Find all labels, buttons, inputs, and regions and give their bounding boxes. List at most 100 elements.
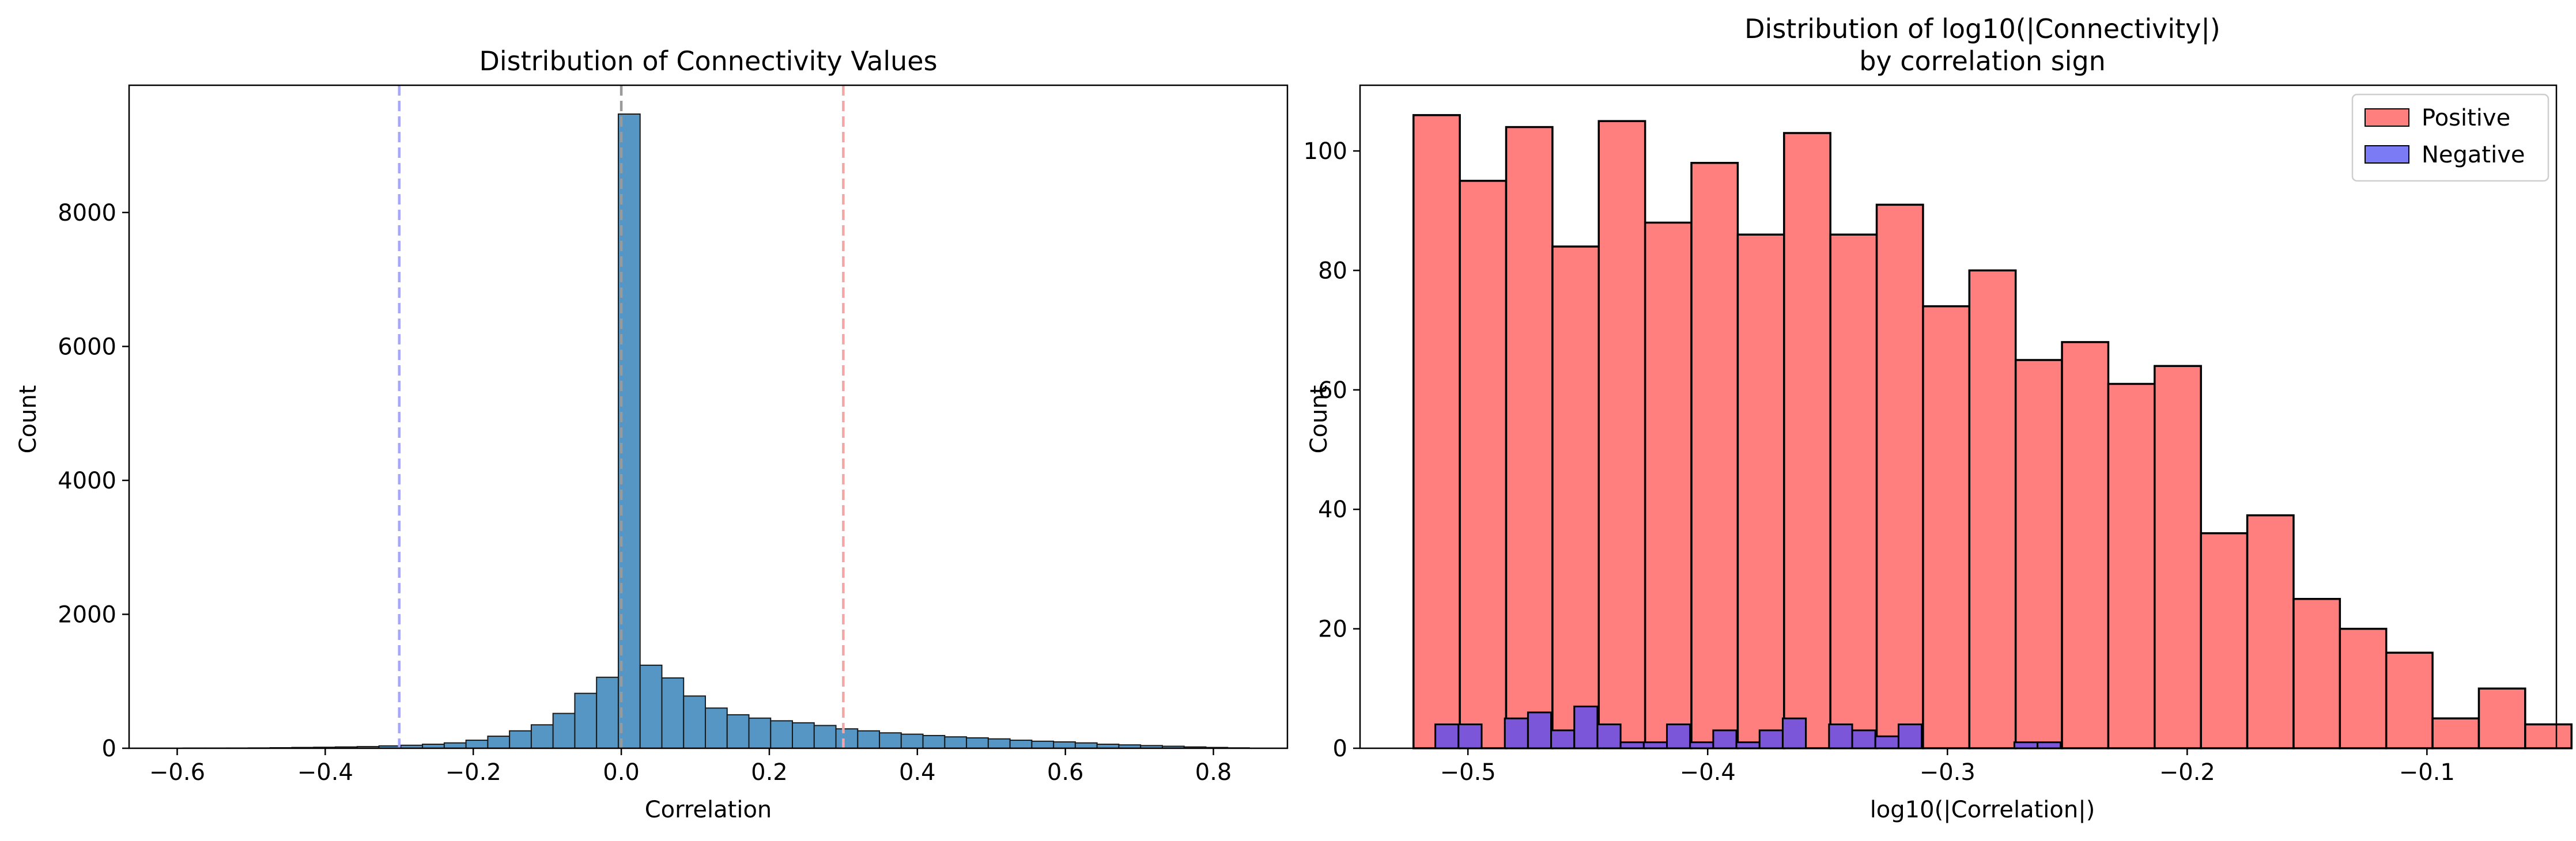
chart-left-ylabel: Count (15, 385, 41, 454)
x-tick-label: 0.0 (603, 759, 640, 786)
left-histogram-bar (987, 738, 1011, 749)
positive-bar (1505, 126, 1554, 749)
y-tick-label: 4000 (58, 468, 116, 494)
x-tick-label: −0.2 (445, 759, 501, 786)
left-histogram-bar (683, 695, 706, 749)
legend: Positive Negative (2351, 93, 2549, 182)
left-histogram-bar (835, 728, 859, 749)
x-tick-label: −0.4 (297, 759, 353, 786)
legend-swatch-positive (2365, 108, 2409, 127)
left-histogram-bar (1031, 740, 1055, 749)
y-tick-label: 20 (1318, 616, 1347, 643)
x-tick-label: 0.6 (1047, 759, 1084, 786)
x-tick-label: −0.3 (1920, 759, 1976, 786)
positive-bar (1690, 162, 1739, 749)
left-histogram-bar (704, 707, 728, 749)
chart-right-ylabel: Count (1306, 385, 1332, 454)
negative-bar (1504, 717, 1529, 749)
chart-right-frame (1359, 84, 2558, 749)
negative-bar (1897, 723, 1923, 749)
negative-bar (1619, 741, 1645, 749)
negative-bar (2013, 741, 2039, 749)
positive-bar (1829, 233, 1878, 749)
x-tick-label: 0.8 (1195, 759, 1232, 786)
y-tick-label: 80 (1318, 257, 1347, 284)
negative-bar (1712, 729, 1738, 749)
left-histogram-bar (879, 732, 902, 749)
positive-bar (1597, 120, 1646, 749)
positive-bar (1875, 203, 1924, 749)
x-tick-label: −0.1 (2399, 759, 2455, 786)
negative-bar (1457, 723, 1483, 749)
negative-bar (1851, 729, 1876, 749)
chart-left-y-axis: 0 2000 4000 6000 8000 (58, 200, 129, 762)
positive-bar (2339, 627, 2388, 749)
left-histogram-bar (509, 730, 532, 749)
negative-bar (1874, 735, 1899, 749)
positive-bar (1736, 233, 1785, 749)
positive-bar (1644, 221, 1693, 749)
left-histogram-bar (574, 692, 598, 749)
negative-bar (1828, 723, 1853, 749)
chart-left-frame (128, 84, 1289, 749)
left-histogram-bar (900, 733, 924, 749)
y-tick-label: 100 (1304, 138, 1347, 165)
chart-left-bars (182, 113, 1250, 749)
negative-bar (2037, 741, 2062, 749)
y-tick-label: 0 (1333, 736, 1347, 762)
left-histogram-bar (813, 725, 837, 749)
left-histogram-bar (944, 736, 968, 749)
left-histogram-bar (922, 734, 946, 749)
negative-bar (1550, 729, 1576, 749)
negative-bar (1527, 711, 1553, 749)
x-tick-label: −0.5 (1440, 759, 1496, 786)
chart-right-xlabel: log10(|Correlation|) (1870, 797, 2095, 823)
left-histogram-bar (443, 742, 467, 749)
x-tick-label: 0.2 (751, 759, 788, 786)
chart-right-x-axis: −0.5 −0.4 −0.3 −0.2 −0.1 (1440, 748, 2455, 786)
y-tick-label: 8000 (58, 200, 116, 226)
chart-right-negative-bars (1434, 705, 2062, 749)
left-histogram-bar (1009, 740, 1033, 749)
y-tick-label: 6000 (58, 334, 116, 360)
left-histogram-bar (596, 676, 619, 749)
negative-bar (1642, 741, 1668, 749)
negative-bar (1758, 729, 1784, 749)
negative-bar (1666, 723, 1691, 749)
left-histogram-bar (661, 677, 685, 749)
negative-bar (1689, 741, 1714, 749)
legend-label-negative: Negative (2422, 142, 2525, 168)
x-tick-label: −0.6 (149, 759, 205, 786)
left-histogram-bar (966, 737, 989, 749)
positive-bar (2246, 514, 2295, 749)
positive-bar (1459, 180, 1508, 749)
chart-left-reference-lines (398, 85, 845, 748)
left-histogram-bar (748, 717, 772, 749)
positive-bar (1551, 245, 1600, 749)
positive-bar (2524, 723, 2573, 749)
x-tick-label: −0.4 (1680, 759, 1736, 786)
negative-bar (1781, 717, 1807, 749)
positive-bar (2154, 365, 2202, 749)
negative-bar (1573, 705, 1599, 749)
chart-right-subtitle: by correlation sign (1859, 46, 2106, 77)
negative-bar (1735, 741, 1761, 749)
left-histogram-bar (726, 714, 750, 749)
left-histogram-bar (639, 664, 663, 749)
chart-right-y-axis: 0 20 40 60 80 100 (1304, 138, 1360, 762)
positive-bar (1922, 305, 1971, 749)
legend-label-positive: Positive (2422, 105, 2510, 131)
chart-right: Distribution of log10(|Connectivity|) by… (1304, 13, 2573, 823)
y-tick-label: 60 (1318, 377, 1347, 404)
positive-bar (2477, 687, 2526, 749)
y-tick-label: 40 (1318, 497, 1347, 523)
negative-bar (1434, 723, 1460, 749)
y-tick-label: 0 (102, 736, 116, 762)
chart-right-title: Distribution of log10(|Connectivity|) (1744, 13, 2220, 45)
x-tick-label: −0.2 (2159, 759, 2215, 786)
positive-bar (2061, 341, 2110, 749)
positive-bar (2107, 382, 2156, 749)
chart-right-positive-bars (1412, 114, 2573, 749)
positive-bar (1412, 114, 1461, 749)
